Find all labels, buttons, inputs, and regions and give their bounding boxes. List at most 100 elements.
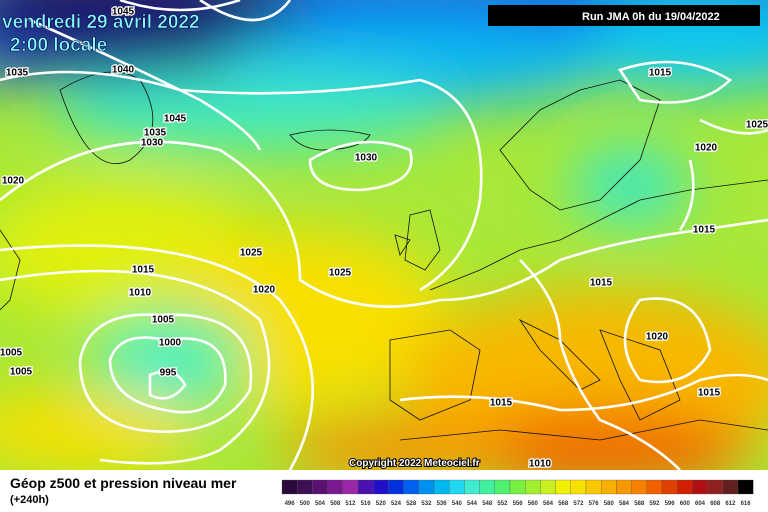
coastlines [0, 71, 768, 441]
isobar-label: 1025 [240, 248, 263, 259]
scale-swatch [707, 479, 723, 495]
scale-label: 536 [437, 501, 448, 507]
scale-label: 572 [573, 501, 584, 507]
scale-label: 600 [680, 501, 691, 507]
time-label: 2:00 locale [10, 35, 107, 56]
scale-label: 560 [528, 501, 539, 507]
isobar-label: 1015 [590, 278, 613, 289]
scale-label: 588 [634, 501, 645, 507]
isobar-label: 1015 [649, 68, 672, 79]
scale-label: 504 [315, 501, 326, 507]
isobar-label: 1030 [141, 138, 164, 149]
scale-swatch [494, 479, 511, 495]
scale-label: 568 [558, 501, 569, 507]
scale-swatch [479, 479, 495, 495]
isobar-label: 1035 [144, 128, 167, 139]
scale-swatch [388, 479, 404, 495]
isobar-label: 1025 [329, 268, 352, 279]
scale-label: 604 [695, 501, 706, 507]
copyright: Copyright 2022 Meteociel.fr [349, 458, 480, 469]
scale-swatch [585, 479, 602, 495]
scale-label: 524 [391, 501, 402, 507]
isobar-label: 1005 [10, 367, 33, 378]
scale-swatch [722, 479, 739, 495]
scale-swatch [342, 479, 359, 495]
footer-lead: (+240h) [10, 494, 49, 506]
isobar-label: 995 [160, 368, 177, 379]
scale-label: 592 [649, 501, 660, 507]
date-label: vendredi 29 avril 2022 [2, 12, 200, 33]
scale-label: 584 [619, 501, 630, 507]
isobar-label: 1030 [355, 153, 378, 164]
isobar-label: 1000 [159, 338, 182, 349]
isobar-labels: 1045104010351045103510301020103010151025… [0, 5, 768, 471]
scale-label: 564 [543, 501, 554, 507]
isobar-label: 1005 [0, 348, 23, 359]
isobar-label: 1020 [646, 332, 669, 343]
scale-label: 576 [589, 501, 600, 507]
scale-swatch [464, 479, 480, 495]
scale-swatch [555, 479, 571, 495]
isobar-label: 1015 [698, 388, 721, 399]
scale-swatch [312, 479, 328, 495]
isobar-label: 1015 [693, 225, 716, 236]
isobar-label: 1025 [746, 120, 768, 131]
isobars [0, 0, 768, 465]
scale-swatch [692, 479, 708, 495]
isobar-label: 1005 [152, 315, 175, 326]
isobar-label: 1015 [490, 398, 513, 409]
isobar-label: 1040 [112, 65, 135, 76]
scale-label: 556 [513, 501, 524, 507]
scale-label: 540 [452, 501, 463, 507]
scale-swatch [433, 479, 450, 495]
isobar-label: 1020 [695, 143, 718, 154]
color-scale: 496 500 504 508 512 516 520 524 528 532 536 540 544 5… [281, 479, 754, 507]
scale-label: 532 [421, 501, 432, 507]
scale-swatch [373, 479, 389, 495]
scale-swatch [540, 479, 556, 495]
scale-label: 508 [330, 501, 341, 507]
isobar-label: 1015 [132, 265, 155, 276]
scale-swatch [737, 479, 754, 495]
scale-swatch [327, 479, 343, 495]
scale-swatch [661, 479, 678, 495]
scale-swatch [646, 479, 663, 495]
scale-swatch [616, 479, 632, 495]
isobar-label: 1045 [164, 114, 187, 125]
scale-label: 580 [604, 501, 615, 507]
scale-label: 616 [741, 501, 752, 507]
footer-title: Géop z500 et pression niveau mer [10, 475, 237, 491]
scale-swatch [357, 479, 374, 495]
scale-label: 516 [361, 501, 372, 507]
run-label: Run JMA 0h du 19/04/2022 [582, 11, 720, 23]
scale-swatch [601, 479, 617, 495]
scale-label: 528 [406, 501, 417, 507]
scale-label: 512 [345, 501, 356, 507]
scale-label: 520 [376, 501, 387, 507]
scale-label: 608 [710, 501, 721, 507]
scale-swatch [297, 479, 313, 495]
scale-label: 544 [467, 501, 478, 507]
scale-swatch [677, 479, 693, 495]
scale-swatch [509, 479, 526, 495]
isobar-label: 1010 [129, 288, 152, 299]
scale-label: 500 [300, 501, 311, 507]
scale-swatch [449, 479, 465, 495]
isobar-label: 1035 [6, 68, 29, 79]
scale-label: 496 [285, 501, 296, 507]
scale-swatch [631, 479, 647, 495]
run-box [488, 5, 760, 26]
scale-swatch [570, 479, 587, 495]
isobar-label: 1010 [529, 459, 552, 470]
scale-label: 548 [482, 501, 493, 507]
scale-label: 612 [725, 501, 736, 507]
scale-swatch [525, 479, 541, 495]
scale-label: 596 [665, 501, 676, 507]
scale-swatch [418, 479, 435, 495]
isobar-label: 1045 [112, 7, 135, 18]
scale-swatch [403, 479, 419, 495]
scale-label: 552 [497, 501, 508, 507]
isobar-label: 1020 [253, 285, 276, 296]
